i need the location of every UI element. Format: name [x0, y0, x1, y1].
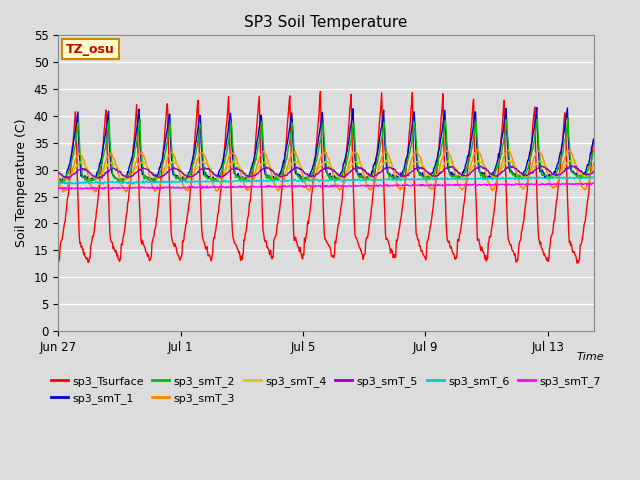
Title: SP3 Soil Temperature: SP3 Soil Temperature	[244, 15, 408, 30]
Text: Time: Time	[577, 351, 604, 361]
Y-axis label: Soil Temperature (C): Soil Temperature (C)	[15, 119, 28, 247]
Legend: sp3_Tsurface, sp3_smT_1, sp3_smT_2, sp3_smT_3, sp3_smT_4, sp3_smT_5, sp3_smT_6, : sp3_Tsurface, sp3_smT_1, sp3_smT_2, sp3_…	[47, 372, 605, 408]
Text: TZ_osu: TZ_osu	[66, 43, 115, 56]
